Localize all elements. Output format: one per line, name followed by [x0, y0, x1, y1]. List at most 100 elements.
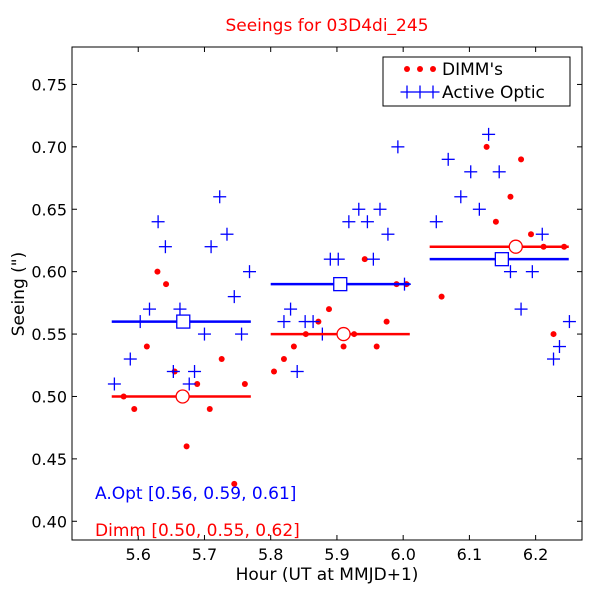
legend-active-optic-plus: [400, 85, 414, 99]
y-tick-label: 0.40: [31, 512, 67, 531]
active-optic-point: [482, 127, 496, 141]
legend-item-active-optic: Active Optic: [400, 83, 545, 103]
plot-frame: [71, 46, 583, 541]
active-optic-median-marker: [176, 314, 191, 329]
active-optic-point: [552, 340, 566, 354]
x-tick-label: 5.7: [192, 545, 217, 564]
legend-active-optic-plus: [426, 85, 440, 99]
active-optic-point: [243, 265, 257, 279]
active-optic-point: [220, 227, 234, 241]
annotation-active-optic: A.Opt [0.56, 0.59, 0.61]: [95, 484, 296, 504]
dimm-point: [340, 343, 347, 350]
active-optic-median-marker: [494, 252, 510, 267]
active-optic-point: [182, 377, 196, 391]
active-optic-median-marker: [333, 276, 348, 292]
dimm-point: [241, 380, 248, 387]
active-optic-point: [290, 365, 304, 379]
active-optic-point: [227, 290, 241, 304]
dimm-point: [154, 268, 161, 275]
active-optic-point: [547, 352, 561, 366]
dimm-point: [271, 368, 278, 375]
dimm-point: [218, 356, 225, 363]
y-tick-label: 0.75: [31, 75, 67, 94]
dimm-point: [206, 405, 213, 412]
legend-dimm-marker: [404, 66, 436, 72]
active-optic-point: [331, 252, 345, 266]
dimm-point: [373, 343, 380, 350]
active-optic-point: [391, 140, 405, 154]
legend-active-optic-plus: [413, 85, 427, 99]
active-optic-point: [142, 302, 156, 316]
y-axis-label: Seeing ("): [9, 252, 29, 337]
active-optic-point: [235, 327, 249, 341]
active-optic-point: [429, 215, 443, 229]
plot-marks: [107, 127, 576, 487]
dimm-point: [492, 218, 499, 225]
axis-ticks: 5.6 5.7 5.8 5.9 6.0 6.1 6.2 0.40 0.45 0.50 0.55 0.6…: [31, 47, 582, 564]
x-tick-label: 5.9: [324, 545, 349, 564]
dimm-point: [325, 306, 332, 313]
active-optic-point: [454, 190, 468, 204]
y-tick-label: 0.50: [31, 387, 67, 406]
active-optic-point: [151, 215, 165, 229]
dimm-point: [280, 356, 287, 363]
y-tick-label: 0.65: [31, 200, 67, 219]
legend-dimm-dot: [417, 66, 423, 72]
active-optic-point: [525, 265, 539, 279]
active-optic-point: [535, 227, 549, 241]
dimm-point: [550, 331, 557, 338]
legend-dimm-dot: [430, 66, 436, 72]
dimm-point: [143, 343, 150, 350]
y-tick-label: 0.70: [31, 138, 67, 157]
legend-active-optic-marker: [400, 85, 440, 99]
active-optic-point: [123, 352, 137, 366]
x-tick-label: 5.6: [126, 545, 151, 564]
y-tick-label: 0.55: [31, 325, 67, 344]
active-optic-point: [188, 365, 202, 379]
active-optic-point: [158, 240, 172, 254]
y-tick-label: 0.45: [31, 450, 67, 469]
dimm-point: [507, 193, 514, 200]
legend-dimm-dot: [404, 66, 410, 72]
active-optic-point: [441, 152, 455, 166]
legend-box: [382, 56, 571, 107]
active-optic-point: [352, 202, 366, 216]
dimm-point: [518, 156, 525, 163]
x-tick-label: 6.1: [457, 545, 482, 564]
legend: DIMM's Active Optic: [382, 56, 571, 107]
active-optic-point: [173, 302, 187, 316]
dimm-median-marker: [175, 389, 190, 404]
dimm-point: [483, 143, 490, 150]
x-tick-label: 6.2: [523, 545, 548, 564]
annotation-dimm: Dimm [0.50, 0.55, 0.62]: [95, 521, 300, 541]
dimm-median-marker: [508, 239, 523, 254]
dimm-point: [163, 281, 170, 288]
active-optic-point: [503, 265, 517, 279]
active-optic-point: [562, 315, 576, 329]
active-optic-point: [342, 215, 356, 229]
active-optic-point: [107, 377, 121, 391]
dimm-point: [361, 256, 368, 263]
x-axis-label: Hour (UT at MMJD+1): [236, 565, 419, 585]
active-optic-point: [204, 240, 218, 254]
active-optic-point: [306, 315, 320, 329]
chart-title: Seeings for 03D4di_245: [225, 16, 428, 36]
active-optic-point: [381, 227, 395, 241]
legend-active-optic-label: Active Optic: [442, 83, 545, 103]
active-optic-point: [464, 165, 478, 179]
active-optic-point: [366, 252, 380, 266]
dimm-point: [183, 443, 190, 450]
active-optic-point: [277, 315, 291, 329]
legend-item-dimm: DIMM's: [404, 60, 503, 80]
dimm-median-marker: [336, 326, 351, 342]
active-optic-point: [373, 202, 387, 216]
dimm-point: [194, 380, 201, 387]
dimm-point: [231, 480, 238, 487]
dimm-point: [528, 231, 534, 238]
active-optic-point: [492, 165, 506, 179]
dimm-point: [438, 293, 445, 300]
active-optic-point: [166, 365, 180, 379]
x-tick-label: 6.0: [390, 545, 415, 564]
y-tick-label: 0.60: [31, 263, 67, 282]
